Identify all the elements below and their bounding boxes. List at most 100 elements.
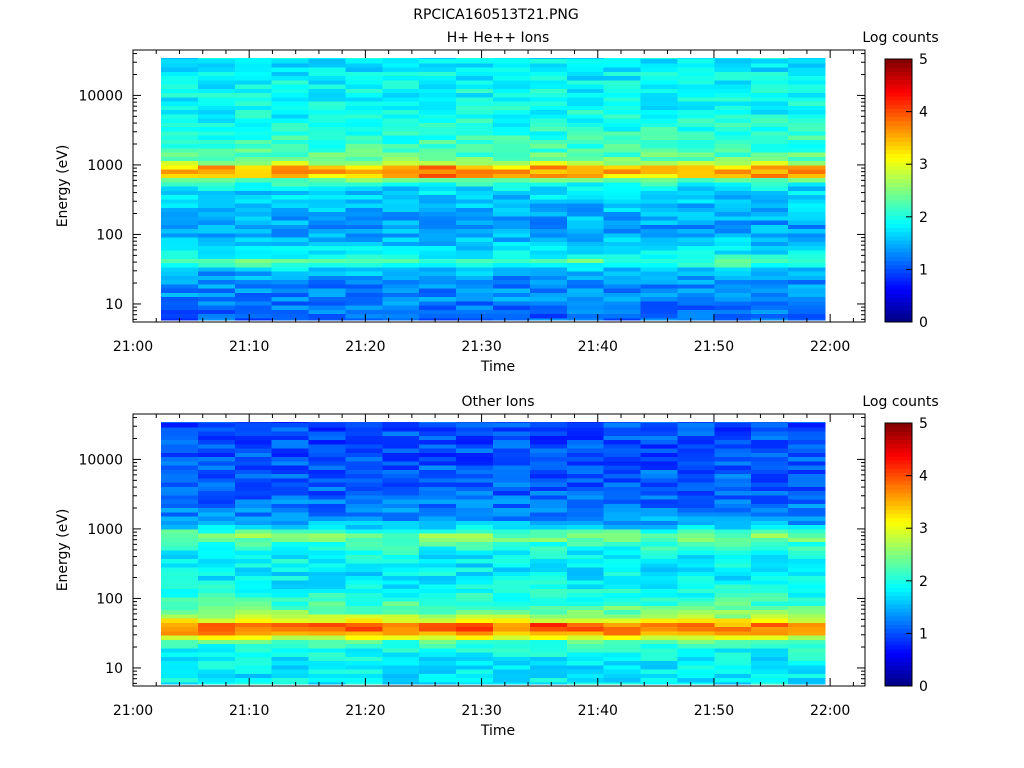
heatmap-cell <box>345 105 383 111</box>
heatmap-cell <box>197 677 236 683</box>
heatmap-cell <box>308 160 347 166</box>
heatmap-cell <box>603 422 642 424</box>
colorbar-swatch <box>885 276 912 282</box>
heatmap-cell <box>456 288 494 293</box>
heatmap-cell <box>677 439 715 445</box>
heatmap-cell <box>751 241 789 247</box>
heatmap-cell <box>714 190 752 196</box>
heatmap-cell <box>419 465 457 470</box>
heatmap-cell <box>456 626 494 632</box>
heatmap-cell <box>197 292 236 298</box>
heatmap-cell <box>714 626 752 632</box>
heatmap-cell <box>788 558 826 564</box>
heatmap-cell <box>677 660 715 666</box>
heatmap-cell <box>271 105 310 111</box>
heatmap-cell <box>677 499 715 504</box>
heatmap-cell <box>788 79 826 85</box>
heatmap-cell <box>456 660 494 666</box>
heatmap-cell <box>714 220 752 225</box>
heatmap-cell <box>529 575 568 581</box>
heatmap-cell <box>714 673 752 679</box>
heatmap-cell <box>456 237 494 242</box>
heatmap-cell <box>382 211 420 217</box>
heatmap-cell <box>345 207 383 213</box>
heatmap-cell <box>714 516 752 521</box>
heatmap-cell <box>751 271 789 276</box>
heatmap-cell <box>234 67 273 72</box>
heatmap-cell <box>456 613 494 619</box>
heatmap-cell <box>677 181 715 187</box>
heatmap-cell <box>603 241 642 247</box>
heatmap-cell <box>788 511 826 517</box>
heatmap-cell <box>677 249 715 255</box>
heatmap-cell <box>161 92 199 98</box>
heatmap-cell <box>197 426 236 432</box>
heatmap-cell <box>197 317 236 321</box>
heatmap-cell <box>493 511 531 517</box>
heatmap-cell <box>308 292 347 298</box>
heatmap-cell <box>714 584 752 589</box>
heatmap-cell <box>456 596 494 602</box>
heatmap-cell <box>419 520 457 526</box>
heatmap-cell <box>566 135 605 140</box>
heatmap-cell <box>234 215 273 221</box>
colorbar-swatch <box>885 607 912 613</box>
heatmap-cell <box>382 215 420 221</box>
heatmap-cell <box>161 605 199 611</box>
heatmap-cell <box>456 130 494 136</box>
heatmap-cell <box>640 537 679 543</box>
heatmap-cell <box>751 669 789 674</box>
heatmap-cell <box>456 232 494 238</box>
heatmap-cell <box>751 67 789 72</box>
colorbar-swatch <box>885 677 912 683</box>
heatmap-cell <box>751 300 789 306</box>
heatmap-cell <box>345 181 383 187</box>
heatmap-cell <box>456 469 494 475</box>
heatmap-cell <box>788 232 826 238</box>
heatmap-cell <box>677 118 715 123</box>
heatmap-cell <box>788 279 826 285</box>
heatmap-cell <box>788 567 826 572</box>
heatmap-cell <box>419 292 457 298</box>
heatmap-cell <box>714 79 752 85</box>
heatmap-cell <box>382 79 420 85</box>
heatmap-cell <box>529 317 568 321</box>
heatmap-cell <box>271 309 310 315</box>
heatmap-cell <box>714 567 752 572</box>
heatmap-cell <box>751 220 789 225</box>
heatmap-cell <box>271 258 310 264</box>
heatmap-cell <box>456 58 494 60</box>
heatmap-cell <box>234 635 273 640</box>
x-axis-label: Time <box>480 359 515 375</box>
heatmap-cell <box>751 164 789 170</box>
heatmap-cell <box>234 465 273 470</box>
heatmap-cell <box>529 618 568 623</box>
heatmap-cell <box>566 511 605 517</box>
heatmap-cell <box>751 550 789 555</box>
heatmap-cell <box>493 486 531 492</box>
heatmap-cell <box>714 186 752 191</box>
heatmap-cell <box>566 71 605 77</box>
heatmap-cell <box>456 254 494 259</box>
heatmap-cell <box>419 579 457 585</box>
heatmap-cell <box>345 292 383 298</box>
heatmap-cell <box>419 422 457 424</box>
heatmap-cell <box>529 652 568 657</box>
heatmap-cell <box>640 490 679 496</box>
heatmap-cell <box>566 656 605 662</box>
heatmap-cell <box>788 554 826 560</box>
heatmap-cell <box>345 490 383 496</box>
heatmap-cell <box>271 266 310 272</box>
heatmap-cell <box>419 486 457 492</box>
heatmap-cell <box>419 448 457 453</box>
heatmap-cell <box>493 422 531 424</box>
heatmap-cell <box>751 482 789 487</box>
heatmap-cell <box>493 494 531 500</box>
heatmap-cell <box>677 579 715 585</box>
heatmap-cell <box>345 173 383 179</box>
heatmap-cell <box>382 422 420 424</box>
heatmap-cell <box>345 681 383 685</box>
heatmap-cell <box>345 96 383 102</box>
heatmap-cell <box>640 84 679 89</box>
x-tick-label: 21:10 <box>229 339 269 355</box>
